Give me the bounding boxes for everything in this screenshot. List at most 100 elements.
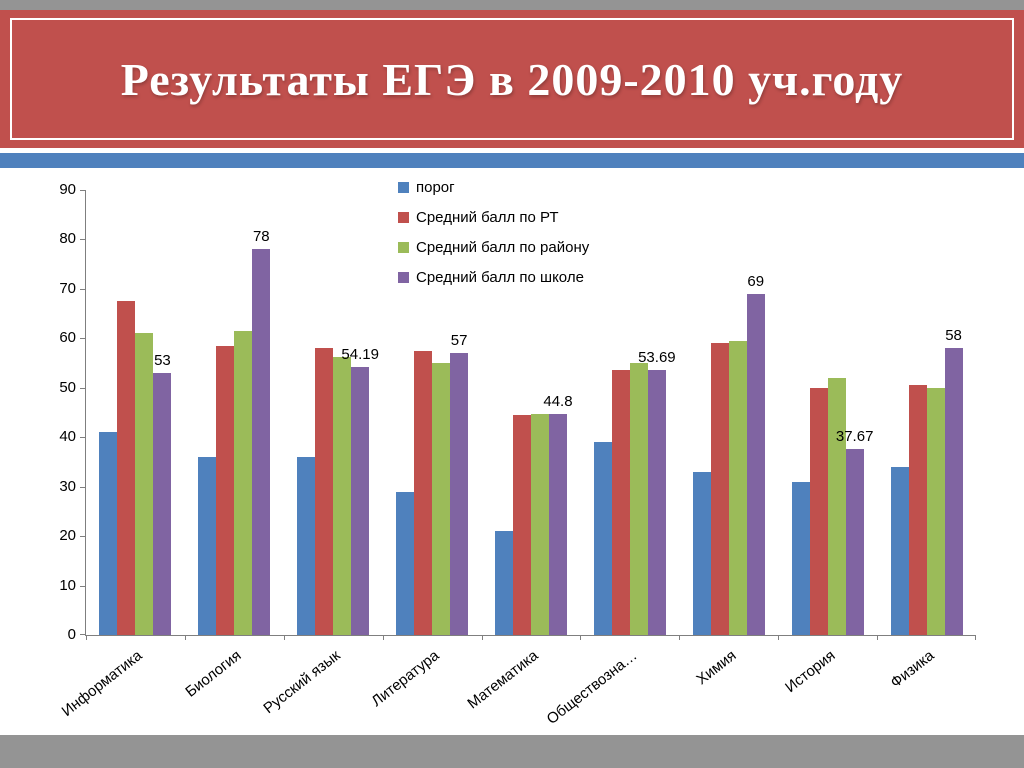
- bar: [647, 369, 666, 635]
- bar-group: 37.67: [778, 190, 877, 635]
- bar: [351, 367, 370, 635]
- y-tick: [80, 437, 86, 439]
- bar: [548, 413, 567, 635]
- x-tick: [86, 635, 87, 640]
- title-banner-frame: [10, 18, 1014, 140]
- plot-area: 0 10 20 30 40 50 60 70 80 90 53 Информатика 78 Биолог…: [59, 181, 976, 728]
- y-tick-label: 40: [59, 428, 76, 446]
- bar-value-label: 58: [945, 327, 962, 345]
- bar: [728, 340, 747, 635]
- y-tick-label: 0: [67, 626, 76, 643]
- slide-title: Результаты ЕГЭ в 2009-2010 уч.году: [120, 53, 904, 105]
- bar: [135, 333, 154, 635]
- title-banner: Результаты ЕГЭ в 2009-2010 уч.году: [0, 10, 1024, 148]
- bar: [611, 370, 630, 635]
- bar: [827, 377, 846, 635]
- x-tick: [679, 635, 681, 640]
- bar: [791, 481, 810, 635]
- y-tick-label: 20: [59, 527, 76, 545]
- bar: [890, 466, 909, 635]
- bar-group: 57: [383, 190, 482, 635]
- y-tick-label: 30: [59, 477, 76, 495]
- bar-value-label: 54.19: [341, 346, 379, 364]
- bar: [809, 387, 828, 635]
- legend-swatch-icon: [398, 272, 409, 283]
- bar: [530, 413, 549, 635]
- x-tick: [975, 635, 976, 640]
- y-tick: [80, 190, 86, 191]
- legend-swatch-icon: [398, 182, 409, 193]
- bar: [396, 491, 415, 635]
- legend-label: порог: [416, 179, 455, 196]
- bar-group: 78: [185, 190, 284, 635]
- bar-value-label: 69: [747, 272, 765, 290]
- legend-item: порог: [398, 179, 589, 196]
- bar-value-label: 57: [450, 332, 468, 350]
- bar-value-label: 44.8: [543, 392, 573, 410]
- bar: [494, 531, 513, 635]
- bar: [845, 448, 864, 635]
- legend-item: Средний балл по РТ: [398, 209, 589, 226]
- x-tick: [283, 635, 285, 640]
- x-tick: [481, 635, 483, 640]
- bar-value-label: 53: [154, 351, 171, 369]
- legend-item: Средний балл по району: [398, 239, 589, 256]
- bar-group: 53.69: [580, 190, 679, 635]
- bar: [692, 471, 711, 635]
- y-tick: [80, 634, 86, 635]
- y-tick-label: 50: [59, 378, 76, 396]
- bar: [99, 432, 118, 635]
- bar: [746, 293, 765, 635]
- bar: [297, 457, 316, 635]
- chart-legend: порог Средний балл по РТ Средний балл по р…: [398, 179, 589, 286]
- bar-group: 58: [877, 190, 976, 635]
- bar-value-label: 53.69: [638, 348, 676, 366]
- y-tick-label: 90: [59, 181, 76, 198]
- bar: [450, 353, 469, 635]
- bar: [414, 350, 433, 635]
- y-tick-label: 80: [59, 230, 76, 248]
- y-tick: [80, 536, 86, 538]
- y-tick-label: 70: [59, 279, 76, 297]
- bar: [315, 348, 334, 635]
- bar: [908, 385, 927, 635]
- legend-label: Средний балл по району: [416, 239, 590, 256]
- y-tick: [80, 387, 86, 389]
- y-tick: [80, 239, 86, 241]
- bar: [944, 348, 963, 635]
- bar: [234, 330, 253, 635]
- y-tick-label: 60: [59, 329, 76, 347]
- bar: [198, 457, 217, 635]
- bar: [333, 357, 352, 635]
- bar: [926, 387, 945, 635]
- bar: [512, 414, 531, 635]
- bar: [629, 363, 648, 635]
- bar: [117, 301, 136, 635]
- x-tick: [877, 635, 879, 640]
- legend-label: Средний балл по школе: [416, 269, 584, 286]
- y-tick: [80, 585, 86, 587]
- bar-group: 69: [679, 190, 778, 635]
- legend-item: Средний балл по школе: [398, 269, 589, 286]
- legend-swatch-icon: [398, 242, 409, 253]
- bar: [432, 363, 451, 635]
- accent-stripe: [0, 153, 1024, 168]
- bar-group: 53: [86, 190, 185, 635]
- x-tick: [184, 635, 186, 640]
- bar: [216, 345, 235, 635]
- y-tick: [80, 338, 86, 340]
- bar: [153, 372, 172, 635]
- y-tick: [80, 288, 86, 290]
- y-tick: [80, 486, 86, 488]
- x-tick: [778, 635, 780, 640]
- x-tick: [580, 635, 582, 640]
- bar-value-label: 78: [252, 228, 270, 246]
- legend-label: Средний балл по РТ: [416, 209, 559, 226]
- bar-group: 54.19: [284, 190, 383, 635]
- y-tick-label: 10: [59, 576, 76, 594]
- bar: [252, 249, 271, 635]
- legend-swatch-icon: [398, 212, 409, 223]
- bar: [593, 442, 612, 635]
- bar: [710, 343, 729, 635]
